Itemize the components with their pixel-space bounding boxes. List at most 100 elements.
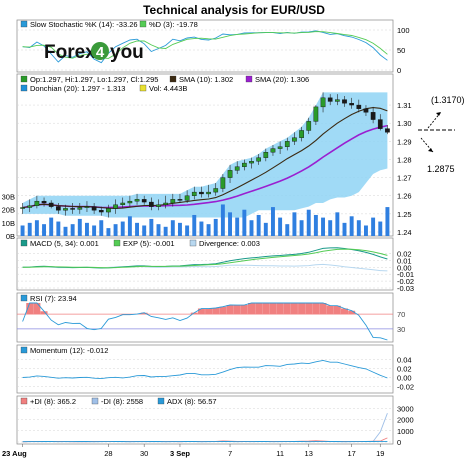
rsi-y-axis: 70 30 — [397, 310, 405, 334]
rsi-label: RSI (7): 23.94 — [30, 294, 77, 303]
rsi-panel — [16, 292, 394, 343]
candle-body — [20, 207, 25, 209]
candle-body — [227, 170, 233, 178]
volume-tick-label: 20B — [2, 206, 15, 215]
dmi-panel — [16, 395, 394, 445]
macd-tick-label: 0.02 — [397, 249, 412, 258]
candle-body — [377, 119, 383, 129]
volume-bar — [77, 218, 82, 236]
volume-bar — [278, 217, 283, 236]
candle-body — [263, 152, 269, 158]
stochastic-tick-label: 100 — [397, 26, 410, 35]
rsi-swatch — [20, 294, 28, 302]
momentum-swatch — [20, 346, 28, 354]
dmi-tick-label: 1000 — [397, 427, 414, 436]
price-tick-label: 1.24 — [397, 228, 412, 237]
volume-bar — [220, 204, 225, 236]
rsi-overbought-fill — [26, 303, 356, 315]
volume-bar — [42, 224, 47, 236]
candle-body — [134, 199, 140, 202]
volume-bar — [63, 226, 68, 236]
volume-bar — [149, 218, 154, 236]
adx-swatch — [157, 397, 165, 405]
candle-body — [306, 121, 312, 131]
donchian-label: Donchian (20): 1.297 - 1.313 — [30, 84, 125, 93]
candle-body — [270, 148, 276, 153]
x-tick-label: 28 — [104, 449, 112, 458]
plus-di-swatch — [20, 397, 28, 405]
price-forecast-annotation: (1.3170) 1.2875 — [418, 95, 465, 174]
price-tick-label: 1.31 — [397, 101, 412, 110]
logo-text-forex: Forex — [44, 42, 96, 63]
x-tick-label: 19 — [376, 449, 384, 458]
macd-tick-label: 0.01 — [397, 256, 412, 265]
sma20-label: SMA (20): 1.306 — [255, 75, 309, 84]
x-tick-label: 11 — [276, 449, 284, 458]
volume-bar — [34, 220, 39, 236]
stochastic-d-line — [22, 31, 388, 59]
candle-body — [349, 103, 354, 106]
upper-arrowhead-icon — [436, 112, 441, 116]
volume-bar — [185, 225, 190, 236]
volume-bar — [163, 226, 168, 236]
candle-body — [177, 199, 183, 201]
candle-body — [163, 202, 168, 205]
x-axis: 23 Aug 28 30 3 Sep 7 11 13 17 19 — [2, 444, 384, 458]
volume-bar — [120, 221, 125, 236]
stochastic-panel — [16, 19, 394, 73]
candle-body — [41, 200, 47, 204]
volume-bar — [135, 222, 140, 236]
candle-body — [98, 210, 104, 213]
sma20-swatch — [245, 75, 253, 83]
volume-bar — [385, 207, 390, 236]
candle-body — [56, 206, 61, 211]
candle-body — [277, 146, 283, 149]
volume-y-axis: 0B 10B 20B 30B — [2, 193, 15, 241]
volume-bar — [99, 220, 104, 236]
volume-bar — [92, 225, 97, 236]
volume-bar — [363, 225, 368, 236]
macd-tick-label: -0.03 — [397, 284, 414, 293]
stochastic-tick-label: 50 — [397, 46, 405, 55]
candle-body — [249, 161, 254, 164]
macd-tick-label: -0.02 — [397, 277, 414, 286]
candle-body — [27, 205, 33, 208]
candle-body — [385, 128, 390, 133]
stochastic-k-line — [22, 30, 388, 64]
donchian-channel-band — [22, 92, 388, 218]
candle-body — [84, 206, 90, 208]
volume-bar — [263, 222, 268, 236]
candle-body — [148, 201, 154, 207]
candle-body — [113, 204, 118, 209]
dmi-tick-label: 0 — [397, 438, 401, 447]
momentum-legend: Momentum (12): -0.012 — [20, 346, 108, 355]
chart-title: Technical analysis for EUR/USD — [143, 3, 325, 17]
price-tick-label: 1.28 — [397, 155, 412, 164]
price-y-axis: 1.24 1.25 1.26 1.27 1.28 1.29 1.30 1.31 — [397, 101, 412, 237]
volume-bar — [49, 217, 54, 236]
volume-bar — [27, 222, 32, 236]
stochastic-d-label: %D (3): -19.78 — [149, 20, 198, 29]
volume-bar — [70, 224, 75, 236]
macd-tick-label: 0.00 — [397, 263, 412, 272]
candle-body — [199, 191, 204, 195]
candle-body — [63, 208, 68, 211]
stochastic-tick-label: 0 — [397, 66, 401, 75]
x-tick-label: 17 — [347, 449, 355, 458]
momentum-line — [22, 359, 388, 380]
volume-bar — [56, 221, 61, 236]
divergence-swatch — [189, 239, 197, 247]
volume-bar — [335, 212, 340, 236]
macd-exp-line — [22, 248, 388, 269]
logo-text-you: you — [110, 42, 144, 63]
volume-bar — [228, 212, 233, 236]
ohlc-label: Op:1.297, Hi:1.297, Lo:1.297, Cl:1.295 — [30, 75, 158, 84]
volume-bar — [256, 214, 261, 236]
volume-bar — [113, 224, 118, 236]
volume-bar — [371, 217, 376, 236]
rsi-tick-label: 30 — [397, 325, 405, 334]
x-tick-label: 23 Aug — [2, 449, 27, 458]
candle-body — [363, 108, 369, 113]
sma10-label: SMA (10): 1.302 — [179, 75, 233, 84]
candle-body — [34, 200, 40, 206]
